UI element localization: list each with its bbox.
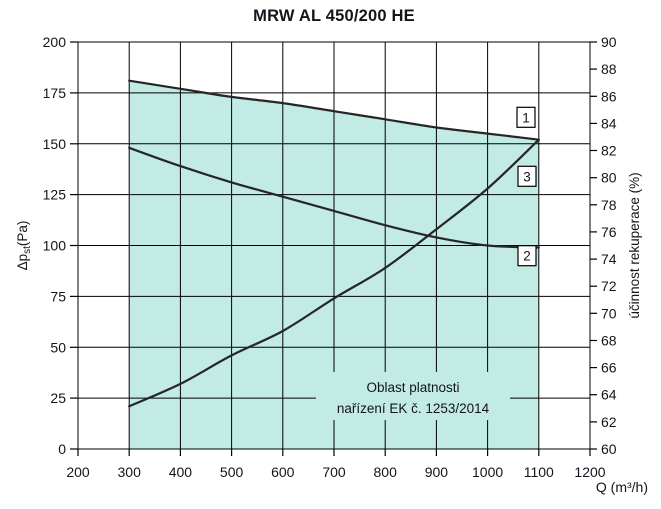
y-right-tick-label: 64 [601, 387, 617, 403]
y-left-tick-label: 25 [50, 390, 66, 406]
series-curve-3 [128, 138, 540, 408]
y-left-tick-label: 150 [43, 136, 67, 152]
svg-text:3: 3 [523, 169, 531, 184]
y-right-tick-label: 88 [601, 61, 617, 77]
y-right-tick-label: 62 [601, 414, 617, 430]
y-right-tick-label: 80 [601, 170, 617, 186]
y-right-tick-label: 82 [601, 143, 617, 159]
annotation-line2: nařízení EK č. 1253/2014 [337, 401, 490, 416]
curve-label-3: 3 [517, 165, 537, 187]
x-tick-label: 1000 [472, 464, 503, 480]
y-right-tick-label: 72 [601, 278, 617, 294]
annotation-validity: Oblast platnosti nařízení EK č. 1253/2014 [316, 372, 510, 420]
svg-text:2: 2 [523, 249, 531, 264]
x-axis-title: Q (m³/h) [596, 479, 648, 495]
x-tick-label: 200 [66, 464, 90, 480]
y-right-tick-label: 60 [601, 441, 617, 457]
y-right-tick-label: 66 [601, 360, 617, 376]
y-left-tick-label: 175 [43, 85, 67, 101]
y-right-tick-label: 76 [601, 224, 617, 240]
y-left-axis-title: Δpst(Pa) [15, 221, 33, 271]
x-tick-label: 600 [271, 464, 295, 480]
series-curve-2 [128, 146, 540, 249]
x-tick-label: 1200 [574, 464, 605, 480]
y-right-axis-title: účinnost rekuperace (%) [627, 172, 642, 318]
x-tick-label: 500 [220, 464, 244, 480]
y-right-tick-label: 78 [601, 197, 617, 213]
y-right-tick-label: 84 [601, 115, 617, 131]
x-tick-label: 800 [374, 464, 398, 480]
curve-label-2: 2 [517, 245, 537, 267]
y-right-tick-label: 68 [601, 333, 617, 349]
y-left-tick-label: 50 [50, 339, 66, 355]
chart-title: MRW AL 450/200 HE [253, 7, 415, 25]
x-tick-label: 700 [322, 464, 346, 480]
annotation-line1: Oblast platnosti [366, 380, 459, 395]
y-left-tick-label: 0 [58, 441, 66, 457]
y-left-tick-label: 200 [43, 34, 67, 50]
svg-text:1: 1 [522, 110, 530, 125]
y-right-tick-label: 86 [601, 88, 617, 104]
y-left-tick-label: 125 [43, 187, 67, 203]
y-left-tick-label: 75 [50, 288, 66, 304]
y-left-tick-label: 100 [43, 238, 67, 254]
series-curve-1 [128, 79, 540, 141]
y-right-tick-label: 74 [601, 251, 617, 267]
x-tick-label: 300 [118, 464, 142, 480]
x-tick-label: 1100 [524, 464, 554, 480]
y-right-tick-label: 70 [601, 305, 617, 321]
y-right-tick-label: 90 [601, 34, 617, 50]
tick-labels: 200 175 150 125 100 75 50 25 0 90 88 86 84 82 80 78 76 74… [43, 34, 617, 480]
tick-marks [70, 41, 597, 456]
curve-label-1: 1 [516, 106, 536, 128]
x-tick-label: 900 [425, 464, 449, 480]
x-tick-label: 400 [169, 464, 193, 480]
